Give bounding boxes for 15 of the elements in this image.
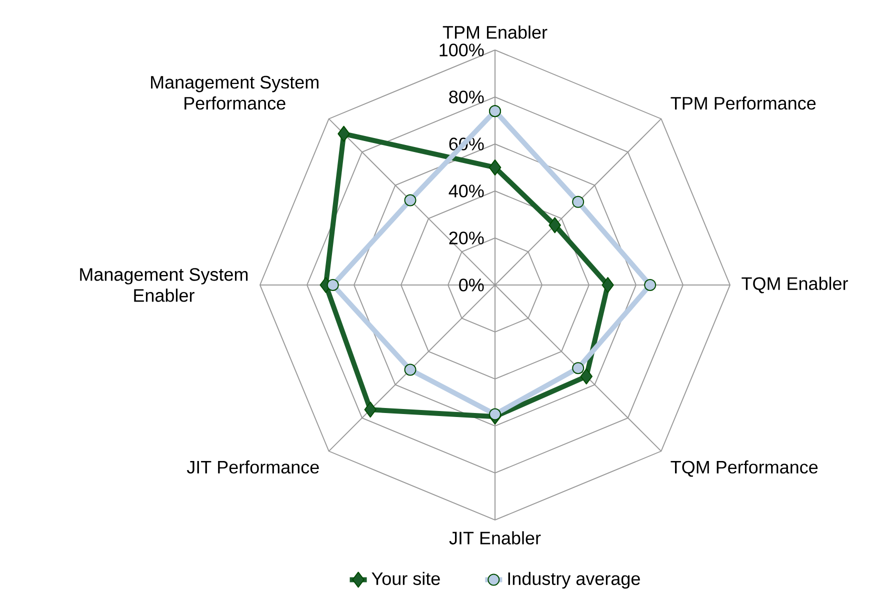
spoke-label: TPM Enabler	[442, 26, 548, 39]
y-tick-label: 40%	[448, 184, 484, 198]
y-tick-label: 20%	[449, 232, 484, 244]
legend-label: Industry average	[508, 572, 640, 589]
spoke-label: Management System Performance	[151, 76, 318, 110]
spoke-label: JIT Enabler	[449, 531, 541, 544]
y-tick-label: 0%	[459, 278, 484, 292]
spoke-label: JIT Performance	[186, 460, 319, 474]
spoke-label: TQM Enabler	[742, 276, 848, 294]
spoke-label: Management System Enabler	[80, 268, 248, 302]
legend-label: Your site	[372, 572, 440, 586]
spoke-label: TPM Performance	[670, 96, 816, 110]
y-tick-label: 100%	[440, 44, 484, 56]
spoke-label: TQM Performance	[670, 460, 818, 477]
y-tick-label: 80%	[449, 90, 484, 104]
